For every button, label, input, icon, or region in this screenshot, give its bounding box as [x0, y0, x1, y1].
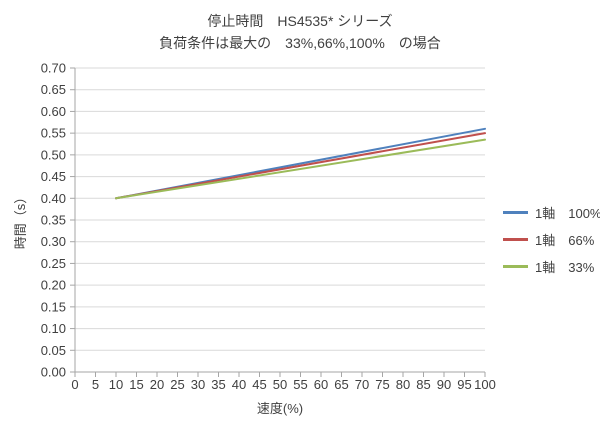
x-tick-label: 0: [71, 377, 78, 392]
y-tick-label: 0.10: [41, 321, 66, 336]
x-tick-label: 50: [273, 377, 287, 392]
y-tick-label: 0.50: [41, 147, 66, 162]
x-tick-label: 85: [416, 377, 430, 392]
legend-item: 1軸 100%: [503, 199, 600, 226]
y-tick-label: 0.00: [41, 365, 66, 380]
y-tick-label: 0.45: [41, 169, 66, 184]
x-tick-label: 80: [396, 377, 410, 392]
legend-label: 1軸 33%: [535, 260, 595, 275]
chart-subtitle: 負荷条件は最大の 33%,66%,100% の場合: [159, 35, 441, 51]
x-tick-label: 25: [170, 377, 184, 392]
x-tick-label: 35: [211, 377, 225, 392]
y-tick-label: 0.40: [41, 191, 66, 206]
x-tick-label: 40: [232, 377, 246, 392]
x-tick-label: 100: [474, 377, 496, 392]
legend-label: 1軸 66%: [535, 233, 595, 248]
y-tick-label: 0.35: [41, 213, 66, 228]
series-line: [115, 132, 486, 200]
y-tick-label: 0.60: [41, 104, 66, 119]
legend-item: 1軸 33%: [503, 253, 600, 280]
legend-line-swatch: [503, 238, 528, 241]
x-tick-label: 60: [314, 377, 328, 392]
y-tick-label: 0.25: [41, 256, 66, 271]
y-axis-title: 時間（s）: [13, 190, 28, 250]
legend-label: 1軸 100%: [535, 206, 600, 221]
x-tick-label: 45: [252, 377, 266, 392]
legend-line-swatch: [503, 265, 528, 268]
x-tick-label: 95: [457, 377, 471, 392]
x-tick-label: 55: [293, 377, 307, 392]
series-line: [115, 138, 486, 200]
x-tick-label: 15: [129, 377, 143, 392]
x-tick-label: 30: [191, 377, 205, 392]
x-axis-title: 速度(%): [256, 401, 304, 416]
legend: 1軸 100% 1軸 66% 1軸 33%: [503, 199, 600, 280]
x-tick-label: 5: [92, 377, 99, 392]
x-tick-label: 70: [355, 377, 369, 392]
x-tick-label: 65: [334, 377, 348, 392]
chart-title: 停止時間 HS4535* シリーズ: [207, 13, 393, 29]
y-tick-label: 0.05: [41, 343, 66, 358]
legend-item: 1軸 66%: [503, 226, 600, 253]
y-tick-label: 0.70: [41, 61, 66, 76]
x-tick-label: 10: [109, 377, 123, 392]
x-tick-label: 20: [150, 377, 164, 392]
y-tick-label: 0.15: [41, 299, 66, 314]
y-tick-label: 0.30: [41, 234, 66, 249]
y-tick-label: 0.20: [41, 278, 66, 293]
y-tick-label: 0.65: [41, 82, 66, 97]
legend-line-swatch: [503, 211, 528, 214]
x-tick-label: 75: [375, 377, 389, 392]
y-tick-label: 0.55: [41, 126, 66, 141]
x-tick-label: 90: [437, 377, 451, 392]
